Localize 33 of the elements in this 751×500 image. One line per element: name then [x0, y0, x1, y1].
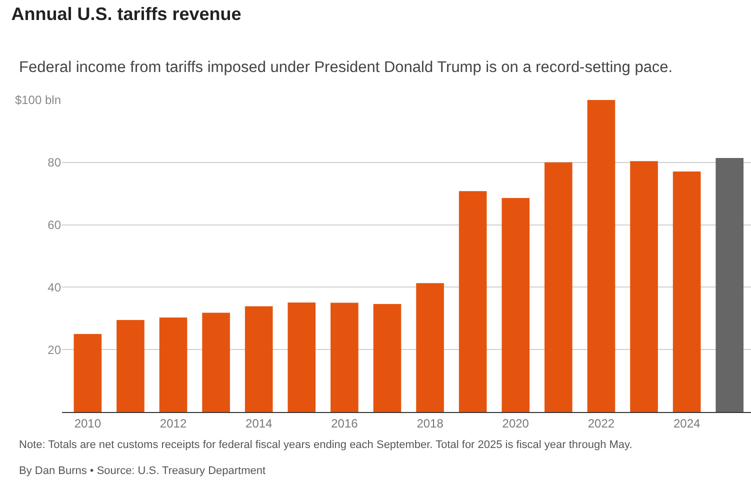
bar — [159, 317, 188, 412]
y-tick-label: 60 — [48, 218, 62, 232]
chart-title: Annual U.S. tariffs revenue — [11, 4, 242, 24]
bar — [74, 334, 102, 412]
x-tick-label: 2020 — [502, 416, 530, 430]
chart-subtitle: Federal income from tariffs imposed under President Donald Trump is on a record-setting pace. — [19, 59, 673, 76]
y-tick-label: 40 — [48, 280, 62, 294]
bar — [630, 161, 658, 412]
x-tick-label: 2024 — [673, 416, 700, 430]
bar — [416, 283, 444, 412]
bar — [544, 162, 572, 412]
x-tick-label: 2012 — [160, 416, 187, 430]
x-tick-label: 2014 — [246, 416, 273, 430]
bar — [330, 302, 358, 412]
bar — [244, 306, 273, 412]
text: By Dan Burns • Source: U.S. Treasury Department — [19, 465, 266, 477]
bar — [373, 304, 402, 412]
bar — [458, 191, 487, 412]
text: Note: Totals are net customs receipts for federal fiscal years ending each September. Total for 2025 is fiscal year through May. — [19, 439, 632, 451]
y-tick-label: 80 — [48, 156, 62, 170]
bar — [672, 171, 701, 412]
x-tick-label: 2016 — [331, 416, 358, 430]
bar — [202, 312, 230, 412]
x-tick-label: 2022 — [588, 416, 615, 430]
x-tick-label: 2018 — [416, 416, 444, 430]
bar — [587, 100, 616, 412]
bar — [716, 158, 744, 412]
bar — [288, 302, 316, 412]
bar — [116, 320, 144, 412]
x-tick-label: 2010 — [74, 416, 102, 430]
y-tick-label: 20 — [48, 342, 62, 357]
bar — [502, 198, 530, 412]
y-tick-label: $100 bln — [14, 93, 61, 108]
